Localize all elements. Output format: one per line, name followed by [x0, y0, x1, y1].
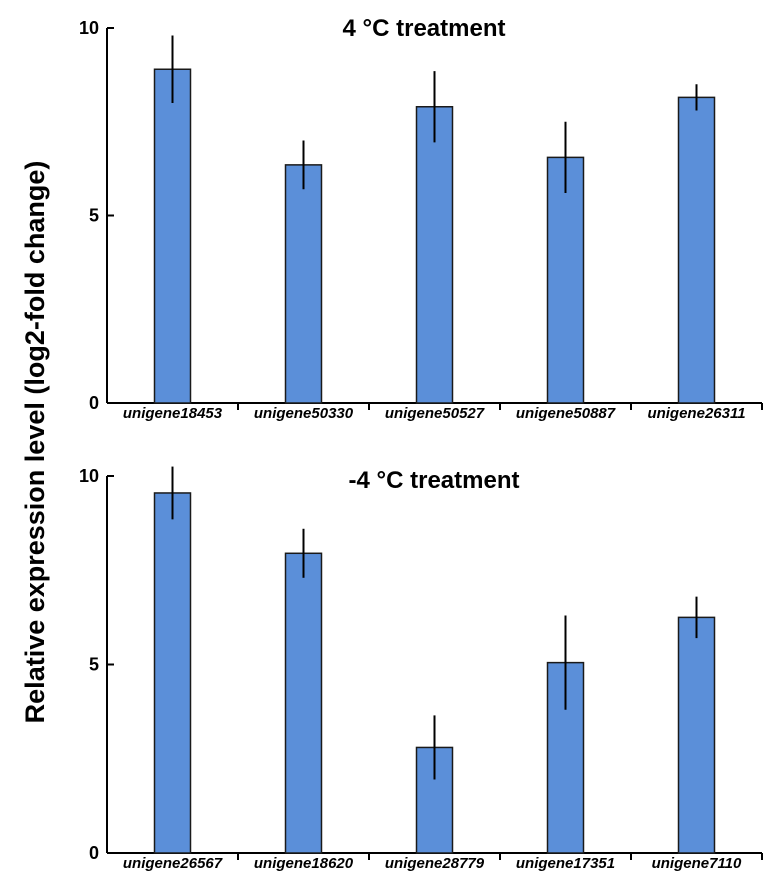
y-tick-label: 0 [89, 393, 99, 413]
x-tick-label: unigene50887 [516, 405, 616, 422]
x-tick-label: unigene50330 [254, 405, 354, 422]
y-tick-label: 0 [89, 843, 99, 863]
x-tick-label: unigene7110 [652, 855, 742, 872]
y-axis-label: Relative expression level (log2-fold cha… [20, 161, 50, 724]
x-tick-label: unigene26311 [647, 405, 745, 422]
chart-title: -4 °C treatment [349, 467, 520, 494]
bar [153, 492, 192, 854]
chart-panel-1: 4 °C treatment 0 5 10 unigene18453 unigene503… [79, 15, 763, 422]
bar [546, 156, 585, 404]
bar [153, 68, 192, 404]
bar [677, 616, 716, 854]
y-tick-label: 10 [79, 466, 99, 486]
chart-panel-2: -4 °C treatment 0 5 10 unigene26567 unigene18… [79, 466, 763, 872]
chart-title: 4 °C treatment [343, 15, 506, 42]
x-tick-label: unigene18620 [254, 855, 354, 872]
y-tick-label: 5 [89, 206, 99, 226]
x-tick-label: unigene50527 [385, 405, 485, 422]
bar [677, 96, 716, 404]
x-tick-label: unigene17351 [516, 855, 615, 872]
y-tick-label: 5 [89, 655, 99, 675]
x-tick-label: unigene26567 [123, 855, 223, 872]
bar [284, 164, 323, 404]
bar [284, 552, 323, 854]
x-tick-label: unigene28779 [385, 855, 485, 872]
x-tick-label: unigene18453 [123, 405, 223, 422]
bar [415, 106, 454, 404]
y-tick-label: 10 [79, 18, 99, 38]
